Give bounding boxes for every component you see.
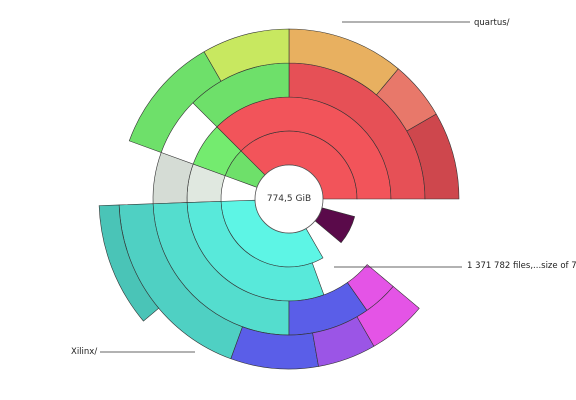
label-xilinx: Xilinx/ [71, 347, 98, 357]
segment-green-4[interactable] [128, 51, 222, 153]
segment-magenta-4[interactable] [356, 285, 420, 347]
total-size-label[interactable]: 774,5 GiB [266, 194, 312, 204]
center-disc[interactable] [254, 164, 324, 234]
label-quartus: quartus/ [474, 18, 510, 28]
label-files-summary: 1 371 782 files,...size of 73,4 KiB [467, 261, 576, 271]
segment-cyan-5[interactable] [98, 204, 160, 322]
